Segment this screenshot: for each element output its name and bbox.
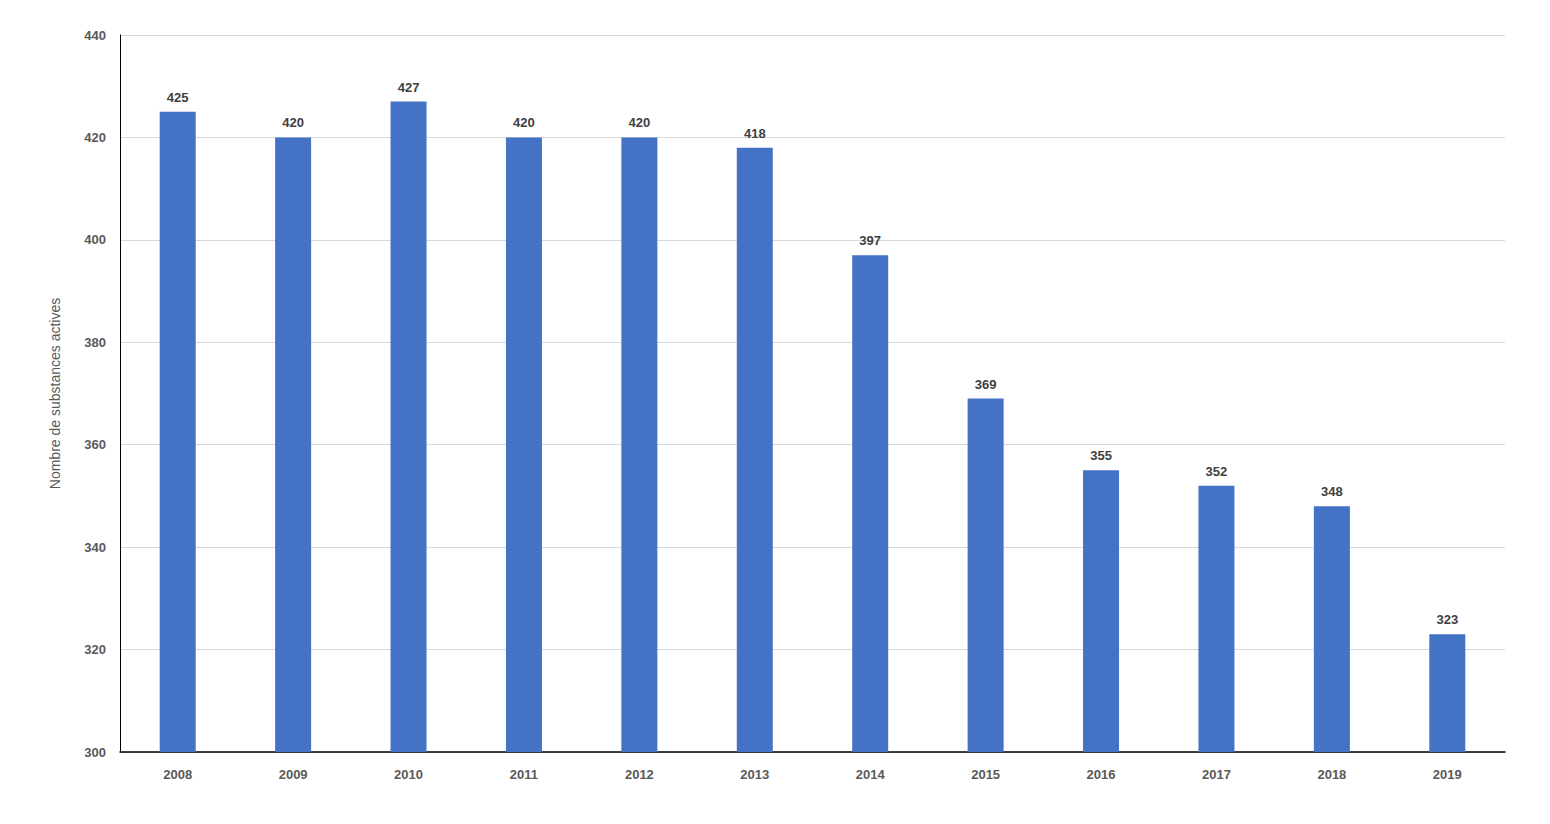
svg-text:352: 352 <box>1206 464 1228 479</box>
svg-text:355: 355 <box>1090 448 1112 463</box>
svg-text:440: 440 <box>84 28 106 43</box>
svg-text:418: 418 <box>744 126 766 141</box>
svg-text:2019: 2019 <box>1433 767 1462 782</box>
svg-text:380: 380 <box>84 335 106 350</box>
svg-text:323: 323 <box>1436 612 1458 627</box>
svg-text:420: 420 <box>84 130 106 145</box>
svg-text:2009: 2009 <box>279 767 308 782</box>
svg-text:2013: 2013 <box>740 767 769 782</box>
svg-text:2016: 2016 <box>1087 767 1116 782</box>
svg-text:427: 427 <box>398 80 420 95</box>
svg-text:2011: 2011 <box>510 767 538 782</box>
svg-text:2014: 2014 <box>856 767 886 782</box>
svg-text:2012: 2012 <box>625 767 654 782</box>
svg-text:340: 340 <box>84 540 106 555</box>
svg-text:425: 425 <box>167 90 189 105</box>
svg-text:360: 360 <box>84 437 106 452</box>
svg-text:Nombre de substances actives: Nombre de substances actives <box>47 298 63 489</box>
svg-text:397: 397 <box>859 233 881 248</box>
svg-text:2015: 2015 <box>971 767 1000 782</box>
svg-text:348: 348 <box>1321 484 1343 499</box>
svg-text:2017: 2017 <box>1202 767 1231 782</box>
svg-text:2008: 2008 <box>163 767 192 782</box>
svg-text:300: 300 <box>84 745 106 760</box>
svg-text:420: 420 <box>513 115 535 130</box>
svg-text:420: 420 <box>629 115 651 130</box>
svg-text:320: 320 <box>84 642 106 657</box>
svg-text:2010: 2010 <box>394 767 423 782</box>
svg-text:369: 369 <box>975 377 997 392</box>
svg-text:400: 400 <box>84 232 106 247</box>
svg-text:2018: 2018 <box>1317 767 1346 782</box>
svg-text:420: 420 <box>282 115 304 130</box>
